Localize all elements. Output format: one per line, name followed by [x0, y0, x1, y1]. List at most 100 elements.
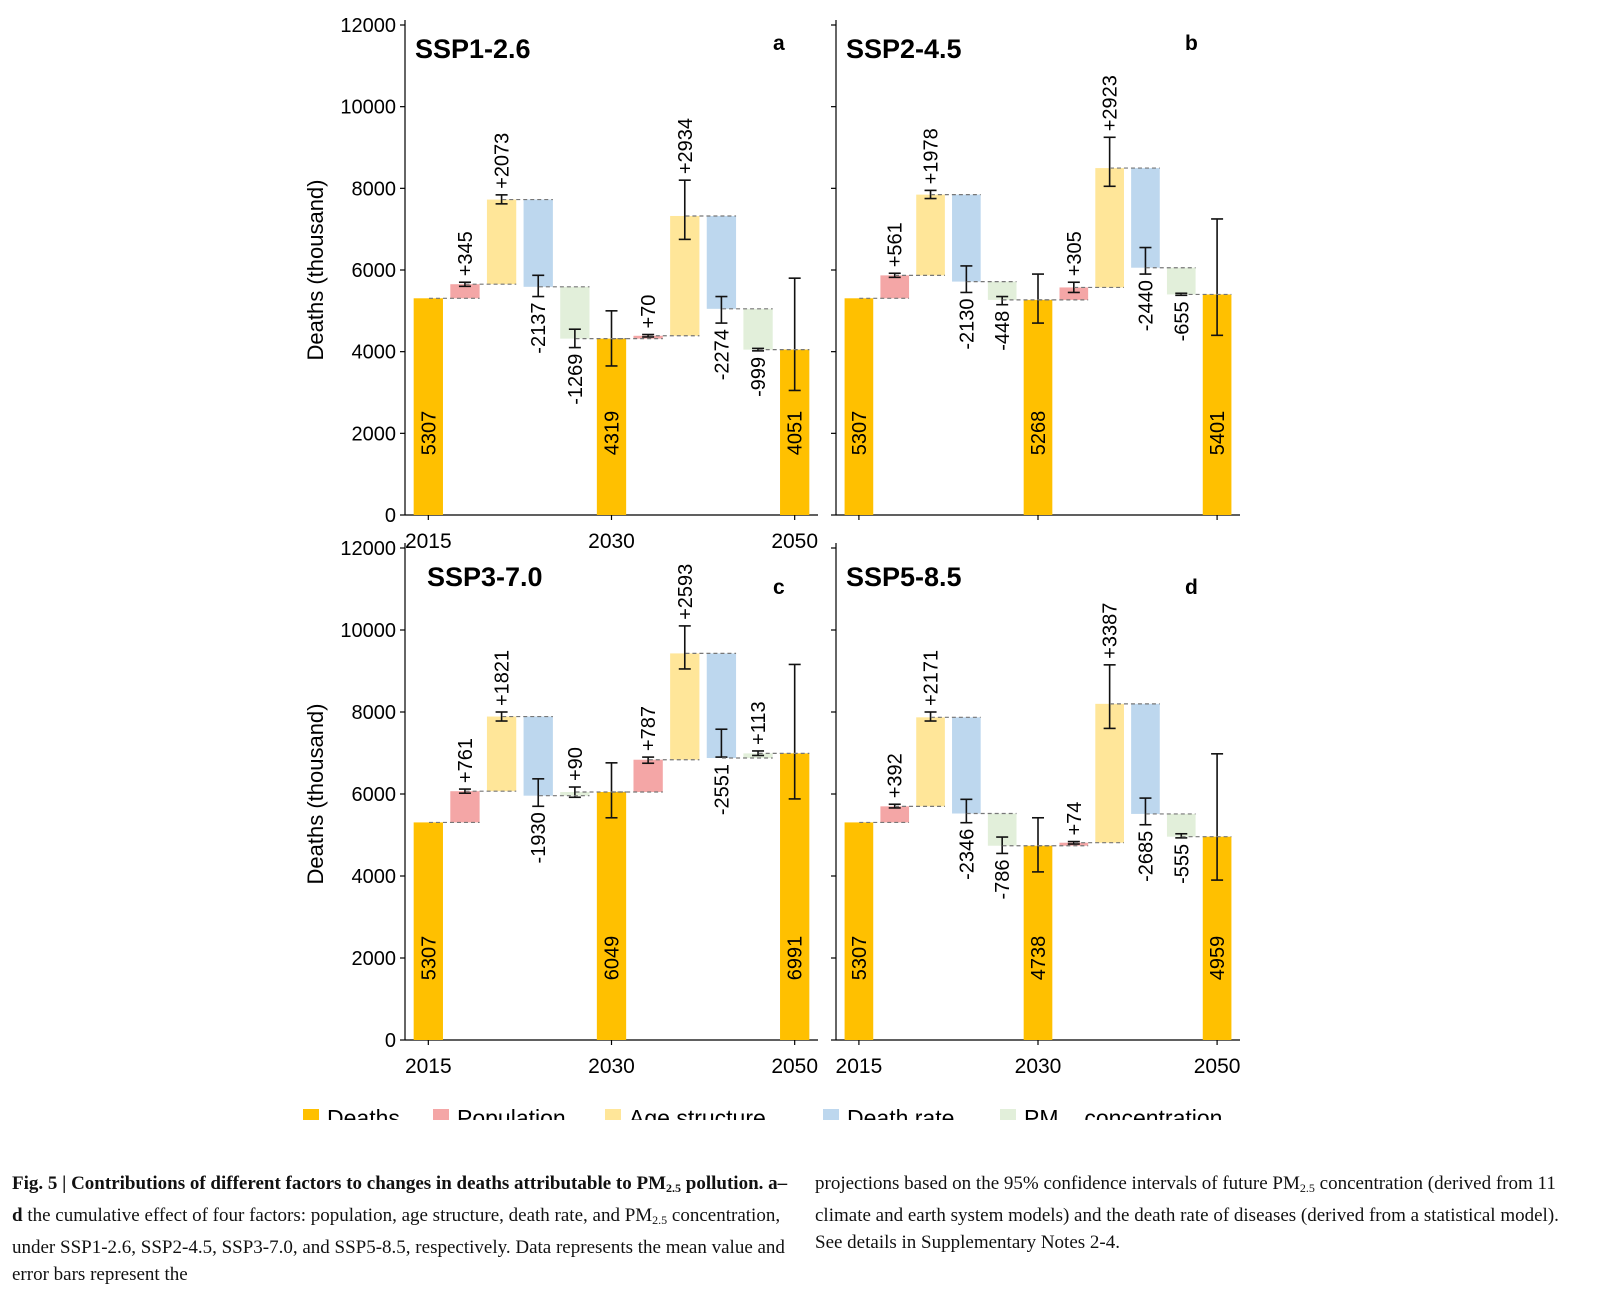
- bar-population: [880, 275, 910, 299]
- panel-letter: a: [773, 32, 785, 55]
- data-label: 5307: [849, 936, 871, 981]
- data-label: -1930: [528, 812, 550, 863]
- x-tick-label: 2015: [405, 1055, 452, 1078]
- data-label: 4051: [785, 411, 807, 456]
- panel-letter: b: [1185, 32, 1198, 55]
- data-label: 5307: [849, 411, 871, 456]
- panel-c: 0 2000 4000 6000 8000 10000 12000 Deaths (thous…: [303, 538, 818, 1078]
- caption-text-1: the cumulative effect of four factors: p…: [22, 1205, 653, 1226]
- data-label: -999: [748, 357, 770, 397]
- bar-deaths: [413, 822, 443, 1040]
- data-label: 6049: [602, 936, 624, 981]
- data-label: 4959: [1207, 936, 1229, 981]
- data-label: -655: [1171, 301, 1193, 341]
- legend-label-population: Population: [457, 1105, 566, 1120]
- caption-right: projections based on the 95% confidence …: [815, 1170, 1585, 1256]
- data-label: 4738: [1028, 936, 1050, 981]
- data-label: -555: [1171, 844, 1193, 884]
- caption-text-2: concentration, under SSP1-2.6, SSP2-4.5,…: [12, 1205, 785, 1285]
- bar-pm25: [1166, 267, 1196, 295]
- data-label: +3387: [1100, 603, 1122, 659]
- data-label: +345: [455, 231, 477, 276]
- legend-sub: 2.5: [1059, 1118, 1079, 1120]
- caption-title-2: pollution. a–d: [12, 1173, 788, 1226]
- caption-right-1-sub: 2.5: [1299, 1181, 1315, 1195]
- data-label: -2551: [711, 764, 733, 815]
- data-label: -1269: [565, 354, 587, 405]
- caption-title-sub: 2.5: [666, 1181, 682, 1195]
- bar-age_structure: [916, 194, 945, 276]
- y-tick-label: 4000: [352, 866, 397, 888]
- data-label: -2440: [1135, 280, 1157, 331]
- data-label: +761: [455, 738, 477, 783]
- data-label: +787: [638, 706, 660, 751]
- panel-a: 0 2000 4000 6000 8000 10000 12000 Deaths (thous…: [303, 15, 818, 553]
- y-tick-label: 8000: [352, 702, 397, 724]
- bar-age_structure: [670, 653, 700, 760]
- x-tick-label: 2030: [588, 1055, 635, 1078]
- caption-title-1: Contributions of different factors to ch…: [71, 1173, 667, 1194]
- panel-letter: d: [1185, 576, 1198, 599]
- x-tick-label: 2030: [1015, 1055, 1062, 1078]
- data-label: +113: [748, 701, 770, 745]
- legend-label-age_structure: Age structure: [629, 1105, 766, 1120]
- bar-deaths: [1023, 845, 1053, 1040]
- bar-population: [450, 791, 480, 823]
- bar-population: [1059, 287, 1089, 300]
- data-label: +392: [885, 753, 907, 798]
- data-label: 5307: [418, 411, 440, 456]
- y-tick-label: 2000: [352, 948, 397, 970]
- caption-left: Fig. 5 | Contributions of different fact…: [12, 1170, 794, 1288]
- data-label: -2130: [956, 298, 978, 349]
- bar-age_structure: [916, 717, 945, 807]
- y-tick-label: 2000: [352, 423, 397, 445]
- bar-deaths: [596, 338, 627, 515]
- y-tick-label: 6000: [352, 784, 397, 806]
- data-label: 5401: [1207, 411, 1229, 456]
- panel-title: SSP5-8.5: [846, 562, 962, 592]
- data-label: -2137: [528, 303, 550, 354]
- data-label: 5268: [1028, 411, 1050, 456]
- y-axis-label: Deaths (thousand): [303, 704, 328, 885]
- bar-pm25: [987, 281, 1017, 300]
- data-label: +74: [1064, 802, 1086, 836]
- y-tick-label: 0: [385, 505, 396, 527]
- data-label: +2934: [675, 118, 697, 174]
- bar-pm25: [743, 308, 773, 350]
- data-label: +1821: [492, 650, 514, 706]
- y-tick-label: 0: [385, 1030, 396, 1052]
- legend-swatch-death_rate: [823, 1109, 839, 1120]
- bar-death_rate: [706, 215, 737, 309]
- x-tick-label: 2015: [836, 1055, 883, 1078]
- legend-label-deaths: Deaths: [327, 1105, 400, 1120]
- caption-right-2: concentration (derived from 11 climate a…: [815, 1173, 1559, 1253]
- y-tick-label: 12000: [340, 538, 396, 560]
- bar-population: [450, 284, 480, 299]
- caption-text-1-sub: 2.5: [652, 1213, 668, 1227]
- data-label: +90: [565, 747, 587, 781]
- x-tick-label: 2050: [771, 1055, 818, 1078]
- y-tick-label: 10000: [340, 97, 396, 119]
- bar-age_structure: [486, 199, 517, 285]
- y-tick-label: 12000: [340, 15, 396, 37]
- legend-tail: concentration: [1078, 1105, 1222, 1120]
- data-label: +70: [638, 295, 660, 329]
- caption-fig-label: Fig. 5 |: [12, 1173, 72, 1194]
- bar-death_rate: [952, 717, 981, 814]
- legend-label-pm25: PM2.5 concentration: [1024, 1105, 1222, 1120]
- data-label: +1978: [921, 128, 943, 184]
- data-label: +2593: [675, 564, 697, 620]
- legend-swatch-population: [433, 1109, 449, 1120]
- bar-death_rate: [523, 199, 553, 287]
- caption-right-1: projections based on the 95% confidence …: [815, 1173, 1300, 1194]
- x-tick-label: 2030: [588, 530, 635, 553]
- bar-age_structure: [486, 716, 517, 792]
- x-tick-label: 2050: [1194, 1055, 1241, 1078]
- data-label: -2274: [711, 329, 733, 380]
- data-label: +561: [885, 222, 907, 267]
- data-label: -2685: [1135, 831, 1157, 882]
- bar-deaths: [596, 791, 627, 1040]
- data-label: +2171: [921, 650, 943, 706]
- panel-b: SSP2-4.5 b 5307 +561 +1978 -2130 -448 5268 +305 +…: [831, 20, 1240, 520]
- y-tick-label: 6000: [352, 260, 397, 282]
